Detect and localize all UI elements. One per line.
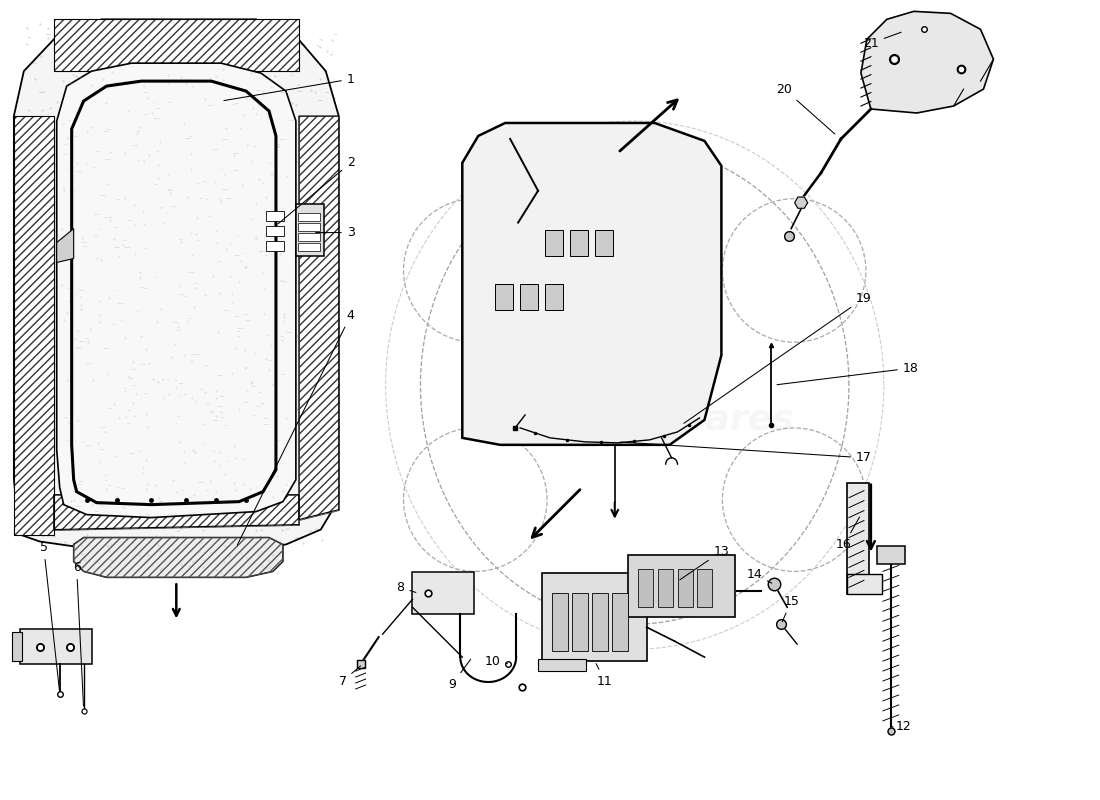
Bar bbox=[697, 570, 713, 607]
Polygon shape bbox=[54, 494, 299, 530]
Bar bbox=[572, 594, 587, 651]
Text: 10: 10 bbox=[484, 654, 507, 667]
Bar bbox=[592, 594, 608, 651]
Bar bbox=[570, 230, 587, 255]
Text: 2: 2 bbox=[278, 156, 354, 224]
Text: 21: 21 bbox=[864, 32, 901, 50]
Bar bbox=[266, 226, 284, 235]
Bar bbox=[595, 230, 613, 255]
Text: 9: 9 bbox=[449, 659, 471, 690]
Bar bbox=[877, 546, 905, 565]
Polygon shape bbox=[57, 63, 296, 518]
Bar bbox=[847, 574, 882, 594]
Bar bbox=[552, 594, 568, 651]
Bar bbox=[298, 213, 320, 221]
Bar bbox=[544, 230, 563, 255]
Bar bbox=[266, 241, 284, 250]
Text: 15: 15 bbox=[782, 594, 799, 622]
Bar bbox=[628, 555, 736, 618]
Polygon shape bbox=[462, 123, 722, 445]
Polygon shape bbox=[57, 229, 74, 262]
Text: eurospares: eurospares bbox=[107, 383, 336, 417]
Text: 5: 5 bbox=[40, 541, 59, 690]
Text: 18: 18 bbox=[777, 362, 918, 385]
Bar bbox=[298, 233, 320, 241]
Text: 6: 6 bbox=[73, 561, 84, 706]
Text: 17: 17 bbox=[620, 442, 872, 464]
Polygon shape bbox=[794, 197, 807, 208]
Bar bbox=[296, 204, 323, 255]
Bar bbox=[495, 285, 513, 310]
Polygon shape bbox=[14, 19, 339, 551]
Bar bbox=[658, 570, 672, 607]
Text: eurospares: eurospares bbox=[565, 403, 794, 437]
Text: 20: 20 bbox=[777, 82, 835, 134]
Text: 1: 1 bbox=[224, 73, 354, 101]
Text: 19: 19 bbox=[684, 292, 872, 423]
Polygon shape bbox=[14, 116, 54, 534]
Bar bbox=[638, 570, 652, 607]
Polygon shape bbox=[299, 116, 339, 519]
Bar bbox=[612, 594, 628, 651]
Polygon shape bbox=[861, 11, 993, 113]
Bar bbox=[538, 659, 586, 671]
Bar bbox=[678, 570, 693, 607]
Text: 12: 12 bbox=[891, 720, 912, 734]
Text: 16: 16 bbox=[836, 517, 859, 551]
Bar bbox=[520, 285, 538, 310]
Text: 8: 8 bbox=[396, 581, 416, 594]
Text: 3: 3 bbox=[316, 226, 354, 239]
Bar bbox=[298, 242, 320, 250]
Bar bbox=[412, 572, 474, 614]
Bar bbox=[12, 632, 22, 661]
Text: 4: 4 bbox=[238, 309, 354, 545]
Bar bbox=[542, 574, 647, 661]
Polygon shape bbox=[74, 538, 283, 578]
Bar bbox=[847, 482, 869, 594]
Text: 11: 11 bbox=[596, 663, 613, 687]
Text: 7: 7 bbox=[339, 666, 361, 687]
Bar bbox=[20, 630, 91, 664]
Polygon shape bbox=[54, 19, 299, 71]
Bar bbox=[298, 222, 320, 230]
Bar bbox=[544, 285, 563, 310]
Bar bbox=[266, 210, 284, 221]
Text: 13: 13 bbox=[680, 545, 729, 580]
Text: 14: 14 bbox=[747, 568, 772, 583]
